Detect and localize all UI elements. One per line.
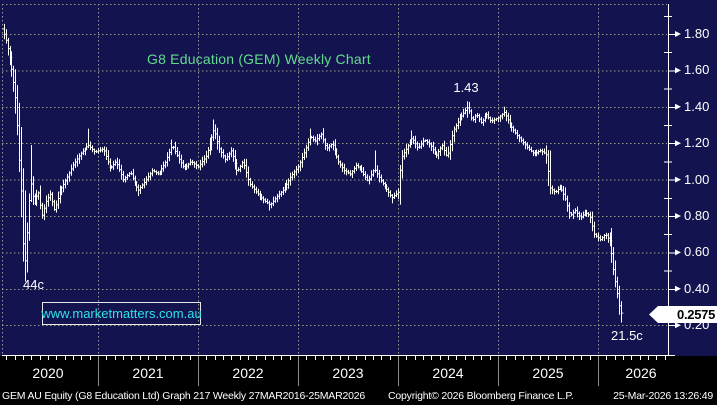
axis-lines [2, 4, 676, 362]
annotation-2024-high: 1.43 [453, 80, 479, 95]
x-axis-year-label: 2026 [625, 365, 657, 381]
annotation-2026-low: 21.5c [611, 328, 643, 343]
x-axis-year-label: 2023 [332, 365, 364, 381]
last-price-value: 0.2575 [677, 307, 715, 322]
x-axis-year-label: 2024 [432, 365, 464, 381]
last-price-callout: 0.2575 [649, 306, 717, 323]
y-axis-tick-label: 1.00 [684, 171, 710, 187]
x-axis-year-label: 2025 [532, 365, 564, 381]
status-bar: GEM AU Equity (G8 Education Ltd) Graph 2… [0, 387, 717, 405]
year-separators [98, 356, 599, 386]
watermark-link-text: www.marketmatters.com.au [41, 306, 202, 321]
security-description: GEM AU Equity (G8 Education Ltd) Graph 2… [2, 390, 366, 402]
y-axis-tick-label: 0.60 [684, 244, 710, 260]
timestamp-text: 25-Mar-2026 13:26:49 [613, 390, 713, 402]
x-axis-year-label: 2022 [232, 365, 264, 381]
y-axis-tick-label: 0.80 [684, 208, 710, 223]
y-axis-tick-label: 1.20 [684, 135, 710, 151]
watermark-link-box: www.marketmatters.com.au [41, 302, 202, 325]
annotation-2020-low: 44c [23, 277, 44, 292]
price-bars [2, 23, 624, 323]
x-axis-year-label: 2021 [132, 365, 164, 381]
x-axis-year-label: 2020 [32, 365, 64, 381]
copyright-text: Copyright© 2026 Bloomberg Finance L.P. [388, 390, 574, 402]
chart-title: G8 Education (GEM) Weekly Chart [147, 51, 371, 67]
y-axis-tick-label: 1.60 [684, 62, 710, 78]
gridlines [2, 4, 667, 355]
y-axis-tick-label: 1.80 [684, 26, 710, 41]
y-axis-tick-label: 1.40 [684, 98, 710, 114]
y-axis-tick-label: 0.40 [684, 280, 710, 296]
plot-background [0, 0, 717, 356]
